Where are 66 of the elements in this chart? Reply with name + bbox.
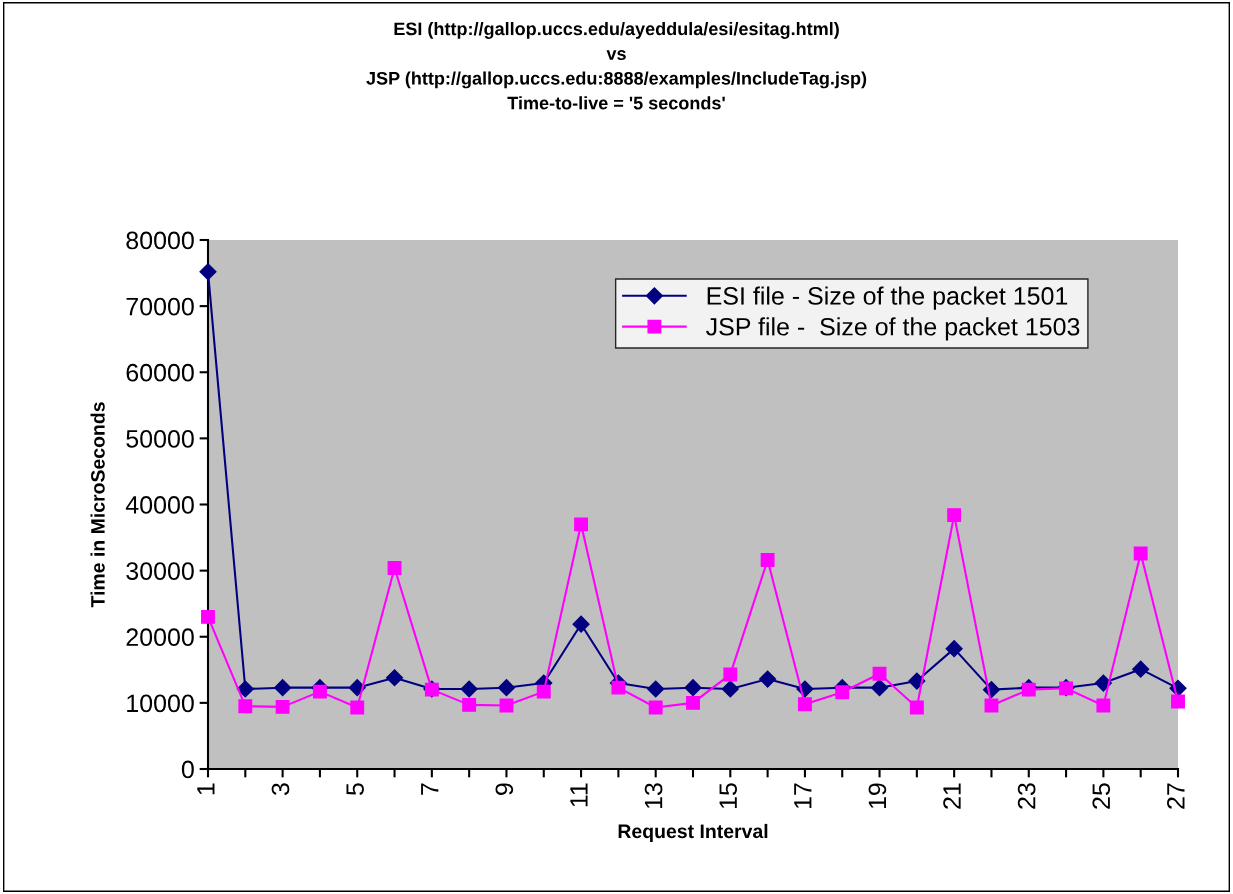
point (1021, 682, 1036, 697)
y-axis-title: Time in MicroSeconds (90, 402, 105, 608)
y-tick-label: 0 (181, 760, 194, 779)
point (760, 553, 775, 567)
point (909, 700, 924, 715)
y-tick-label: 80000 (126, 231, 194, 250)
point (686, 695, 700, 710)
x-tick-label: 13 (644, 783, 663, 809)
point (460, 680, 478, 698)
point (723, 667, 738, 682)
point (536, 684, 551, 699)
point (199, 263, 217, 281)
point (350, 700, 365, 715)
point (574, 517, 589, 532)
point (572, 615, 590, 633)
x-tick-label: 27 (1167, 783, 1185, 809)
x-tick-label: 3 (271, 783, 290, 796)
x-tick-label: 1 (197, 783, 215, 795)
x-tick-label: 23 (1017, 783, 1036, 809)
point (1132, 660, 1150, 678)
y-tick-label: 40000 (125, 496, 194, 514)
point (238, 699, 253, 714)
point (385, 669, 404, 687)
x-tick-label: 21 (943, 783, 961, 809)
point (759, 670, 777, 688)
x-tick-label: 19 (868, 783, 887, 809)
point (387, 561, 402, 575)
point (835, 685, 850, 700)
x-tick-label: 17 (794, 783, 812, 809)
x-tick-label: 15 (719, 783, 738, 809)
point (497, 679, 516, 697)
y-tick-label: 50000 (126, 429, 194, 448)
point (647, 680, 665, 698)
point (721, 680, 739, 698)
point (947, 508, 962, 523)
x-tick-label: 25 (1092, 783, 1111, 809)
point (797, 697, 812, 712)
x-tick-label: 11 (570, 783, 588, 807)
x-tick-label: 9 (495, 783, 514, 795)
point (945, 640, 963, 658)
y-tick-label: 60000 (126, 363, 194, 382)
point (275, 699, 290, 714)
x-axis-title: Request Interval (618, 823, 768, 843)
point (201, 609, 215, 624)
legend-label: JSP file - Size of the packet 1503 (706, 317, 1080, 341)
y-tick-label: 70000 (126, 297, 194, 316)
point (872, 666, 887, 681)
point (462, 697, 477, 712)
point (611, 680, 626, 695)
point (236, 680, 254, 698)
y-tick-label: 30000 (126, 562, 194, 580)
point (684, 679, 702, 697)
point (1096, 698, 1111, 713)
point (870, 679, 889, 697)
y-tick-label: 10000 (127, 694, 194, 713)
x-tick-label: 7 (421, 783, 439, 795)
y-tick-label: 20000 (126, 628, 194, 647)
chart-title: ESI (http://gallop.uccs.edu/ayeddula/esi/esitag.html) vs JSP (http://gallop.uccs.edu:8888/examples/IncludeTag.jsp) Time-to-live = '5 seconds' (366, 22, 867, 110)
x-tick-label: 5 (346, 783, 364, 796)
point (312, 684, 327, 699)
legend-label: ESI file - Size of the packet 1501 (707, 286, 1068, 310)
point (274, 679, 292, 697)
point (1133, 546, 1148, 561)
point (1171, 694, 1185, 709)
point (1094, 674, 1112, 692)
point (648, 700, 663, 715)
